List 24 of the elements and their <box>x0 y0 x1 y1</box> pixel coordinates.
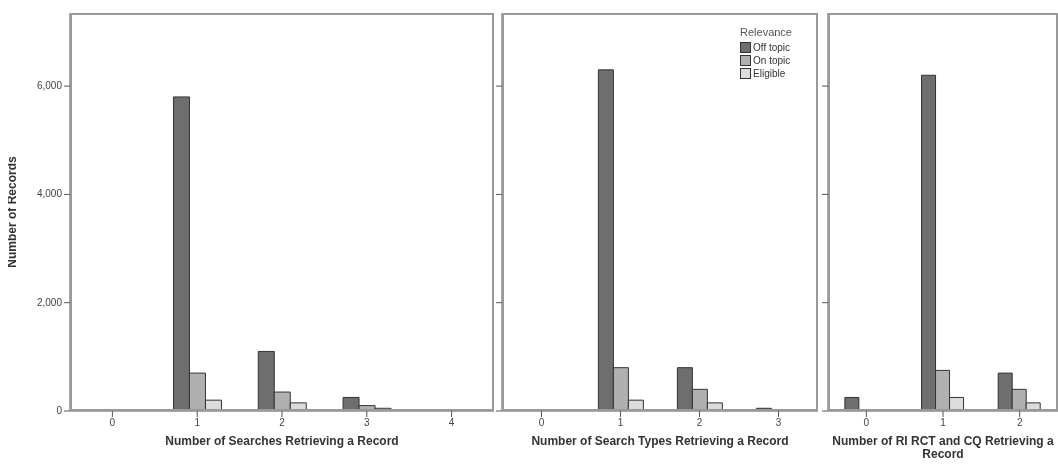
legend-label: Eligible <box>753 68 786 79</box>
x-tick-label: 0 <box>538 417 545 429</box>
y-tick-label: 6,000 <box>36 80 62 93</box>
y-tick-label: 2,000 <box>36 296 62 309</box>
y-axis-title: Number of Records <box>5 156 20 268</box>
y-tick-label: 0 <box>56 405 62 417</box>
x-tick-label: 2 <box>1016 417 1023 429</box>
x-tick-label: 0 <box>109 417 116 429</box>
x-tick-label: 3 <box>775 417 782 429</box>
x-tick-label: 0 <box>863 417 870 429</box>
x-tick-label: 1 <box>617 417 624 429</box>
y-tick-label: 4,000 <box>36 188 62 201</box>
legend-title: Relevance <box>740 26 792 38</box>
x-tick-label: 1 <box>194 417 201 429</box>
x-axis-title: Number of RI RCT and CQ Retrieving a Record <box>831 434 1055 461</box>
legend-label: Off topic <box>753 42 791 53</box>
x-axis-title: Number of Searches Retrieving a Record <box>164 434 400 448</box>
legend-label: On topic <box>753 55 791 66</box>
x-tick-label: 3 <box>364 417 371 429</box>
x-tick-label: 1 <box>940 417 947 429</box>
x-tick-label: 2 <box>696 417 703 429</box>
x-tick-label: 2 <box>279 417 286 429</box>
x-axis-title: Number of Search Types Retrieving a Record <box>530 434 790 448</box>
x-tick-label: 4 <box>448 417 455 429</box>
